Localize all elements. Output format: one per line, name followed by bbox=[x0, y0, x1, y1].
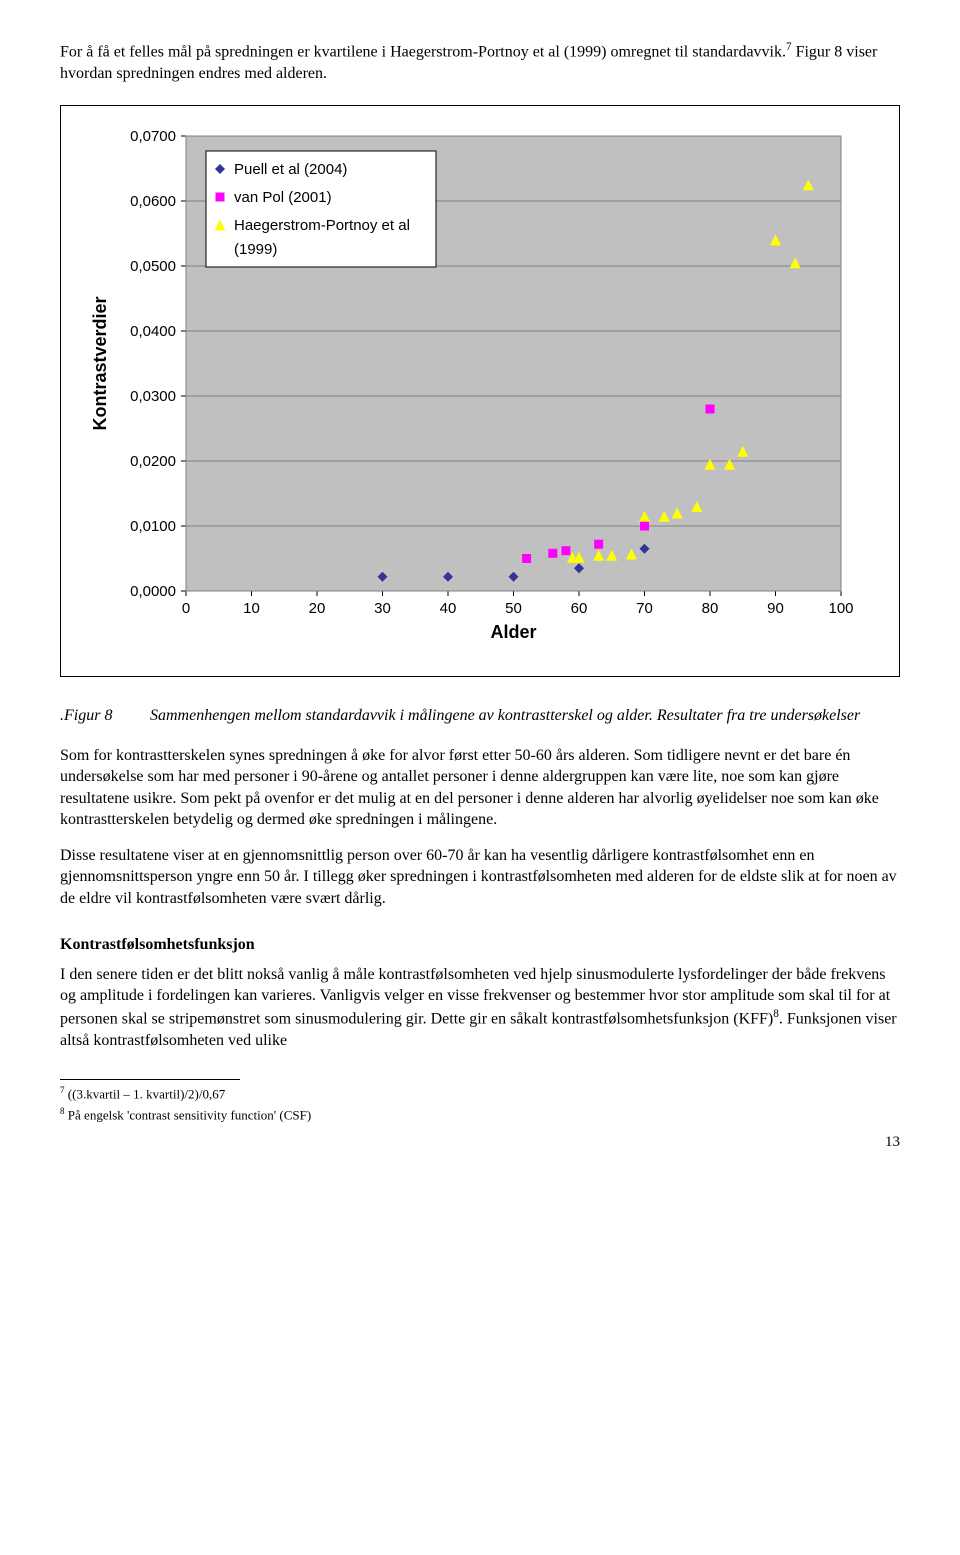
scatter-chart-container: 0,0000 0,0100 0,0200 0,0300 0,0400 0,0500 0,06… bbox=[60, 105, 900, 677]
section-heading: Kontrastfølsomhetsfunksjon bbox=[60, 936, 900, 954]
svg-text:70: 70 bbox=[636, 600, 653, 617]
figure-caption-row: .Figur 8 Sammenhengen mellom standardavv… bbox=[60, 707, 900, 725]
svg-text:0,0200: 0,0200 bbox=[130, 453, 176, 470]
footnote-7: 7 ((3.kvartil – 1. kvartil)/2)/0,67 bbox=[60, 1084, 900, 1103]
svg-text:80: 80 bbox=[702, 600, 719, 617]
svg-text:90: 90 bbox=[767, 600, 784, 617]
svg-text:van Pol (2001): van Pol (2001) bbox=[234, 189, 332, 206]
svg-text:0,0500: 0,0500 bbox=[130, 258, 176, 275]
svg-text:30: 30 bbox=[374, 600, 391, 617]
svg-text:Alder: Alder bbox=[490, 622, 536, 642]
paragraph-4: I den senere tiden er det blitt nokså va… bbox=[60, 964, 900, 1052]
svg-text:40: 40 bbox=[440, 600, 457, 617]
svg-text:0,0000: 0,0000 bbox=[130, 583, 176, 600]
svg-text:10: 10 bbox=[243, 600, 260, 617]
svg-text:50: 50 bbox=[505, 600, 522, 617]
svg-text:Haegerstrom-Portnoy et al: Haegerstrom-Portnoy et al bbox=[234, 217, 410, 234]
svg-text:100: 100 bbox=[828, 600, 853, 617]
figure-label: .Figur 8 bbox=[60, 707, 150, 725]
svg-text:(1999): (1999) bbox=[234, 241, 277, 258]
page-number: 13 bbox=[60, 1134, 900, 1151]
footnote-8: 8 På engelsk 'contrast sensitivity funct… bbox=[60, 1105, 900, 1124]
svg-text:0,0400: 0,0400 bbox=[130, 323, 176, 340]
scatter-chart: 0,0000 0,0100 0,0200 0,0300 0,0400 0,0500 0,06… bbox=[81, 126, 861, 646]
svg-text:Kontrastverdier: Kontrastverdier bbox=[90, 296, 110, 430]
svg-text:60: 60 bbox=[571, 600, 588, 617]
svg-text:0,0600: 0,0600 bbox=[130, 193, 176, 210]
svg-text:0,0300: 0,0300 bbox=[130, 388, 176, 405]
footnote-separator bbox=[60, 1079, 240, 1080]
svg-text:0,0700: 0,0700 bbox=[130, 128, 176, 145]
paragraph-3: Disse resultatene viser at en gjennomsni… bbox=[60, 845, 900, 910]
figure-caption: Sammenhengen mellom standardavvik i måli… bbox=[150, 707, 860, 725]
intro-paragraph: For å få et felles mål på spredningen er… bbox=[60, 40, 900, 85]
svg-text:20: 20 bbox=[309, 600, 326, 617]
svg-text:0: 0 bbox=[182, 600, 190, 617]
svg-text:0,0100: 0,0100 bbox=[130, 518, 176, 535]
para4-a: I den senere tiden er det blitt nokså va… bbox=[60, 966, 890, 1028]
svg-text:Puell et al (2004): Puell et al (2004) bbox=[234, 161, 347, 178]
paragraph-2: Som for kontrastterskelen synes sprednin… bbox=[60, 745, 900, 831]
intro-text-a: For å få et felles mål på spredningen er… bbox=[60, 43, 786, 60]
